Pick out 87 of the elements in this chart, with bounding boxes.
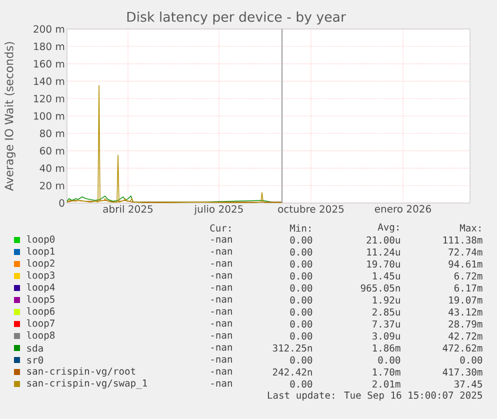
y-axis-title: Average IO Wait (seconds) (4, 42, 16, 191)
y-tick-label: 40 m (40, 164, 64, 172)
text: 0.00 (460, 356, 482, 364)
text: 0.00 (290, 296, 312, 304)
text: 0.00 (290, 236, 312, 244)
text: 19.70u (367, 260, 400, 268)
y-tick-label: 20 m (40, 182, 64, 190)
text: 0.00 (290, 272, 312, 280)
y-tick-label: 100 m (34, 112, 64, 120)
text: 1.45u (372, 272, 400, 280)
text: -nan (211, 273, 232, 279)
text: 21.00u (366, 236, 400, 244)
text: 0.00 (290, 308, 312, 316)
y-tick-label: 180 m (34, 42, 64, 50)
text: 0.00 (290, 332, 312, 340)
text: -nan (211, 345, 232, 351)
text: 37.45 (454, 380, 482, 388)
text: 312.25n (272, 344, 312, 352)
legend-label: loop7 (27, 319, 54, 329)
legend-label: loop0 (27, 235, 55, 245)
text: 42.72m (448, 332, 482, 340)
text: 3.09u (372, 332, 400, 340)
y-tick-label: 200 m (34, 25, 64, 33)
text: -nan (211, 357, 232, 363)
text: 0.00 (290, 380, 312, 388)
text: 0.00 (290, 284, 312, 292)
legend-label: san-crispin-vg/swap_1 (27, 379, 147, 389)
y-tick-label: 160 m (34, 60, 64, 68)
y-tick-label: 80 m (40, 130, 64, 138)
text: 19.07m (449, 296, 482, 304)
text: 1.92u (372, 296, 400, 304)
text: 1.70m (372, 368, 400, 376)
text: Max: (460, 224, 480, 232)
legend-label: loop6 (27, 307, 55, 317)
text: 242.42n (272, 368, 312, 376)
text: Min: (290, 224, 310, 232)
y-tick-label: 60 m (40, 147, 64, 155)
text: 43.12m (448, 308, 482, 316)
text: 417.30m (442, 368, 482, 376)
x-tick-label: abril 2025 (103, 205, 152, 213)
text: 0.00 (290, 356, 312, 364)
y-tick-label: 140 m (34, 77, 64, 85)
legend-label: loop8 (27, 331, 55, 341)
text: 6.72m (454, 272, 482, 280)
text: 28.79m (448, 320, 482, 328)
text: 111.38m (443, 236, 482, 244)
legend-label: loop1 (27, 247, 55, 257)
text: 472.62m (442, 344, 482, 352)
text: 0.00 (290, 248, 312, 256)
legend-label: sda (27, 344, 43, 352)
text: 11.24u (367, 248, 400, 256)
legend-label: loop4 (27, 283, 55, 293)
y-tick-label: 120 m (34, 94, 64, 102)
text: -nan (211, 237, 232, 243)
text: -nan (211, 297, 232, 303)
text: 0.00 (378, 356, 400, 364)
text: 0.00 (290, 320, 312, 328)
text: 0.00 (290, 260, 312, 268)
text: 7.37u (372, 320, 400, 328)
legend-label: sr0 (27, 356, 43, 364)
text: -nan (211, 309, 232, 315)
text: 1.86m (372, 344, 400, 352)
text: -nan (211, 333, 232, 339)
text: -nan (211, 369, 232, 375)
text: 72.74m (448, 248, 482, 256)
text: 2.85u (372, 308, 400, 316)
text: 965.05n (360, 284, 400, 292)
text: Cur: (210, 224, 230, 232)
legend-label: loop5 (27, 295, 54, 305)
legend-label: loop2 (27, 259, 54, 269)
text: Avg: (378, 223, 398, 233)
text: -nan (211, 261, 232, 267)
text: -nan (211, 285, 232, 291)
x-tick-label: octubre 2025 (278, 205, 344, 213)
y-tick-label: 0 (59, 199, 64, 207)
text: 94.61m (448, 260, 482, 268)
x-tick-label: julio 2025 (194, 205, 243, 215)
legend-label: loop3 (27, 271, 54, 281)
x-tick-label: enero 2026 (374, 205, 431, 213)
text: Last update: Tue Sep 16 15:00:07 2025 (268, 391, 482, 401)
text: -nan (211, 381, 232, 387)
text: 2.01m (372, 380, 400, 388)
text: 6.17m (454, 284, 482, 292)
text: -nan (211, 321, 232, 327)
legend-label: san-crispin-vg/root (27, 367, 136, 377)
text: -nan (211, 249, 232, 255)
chart-title: Disk latency per device - by year (127, 12, 346, 24)
